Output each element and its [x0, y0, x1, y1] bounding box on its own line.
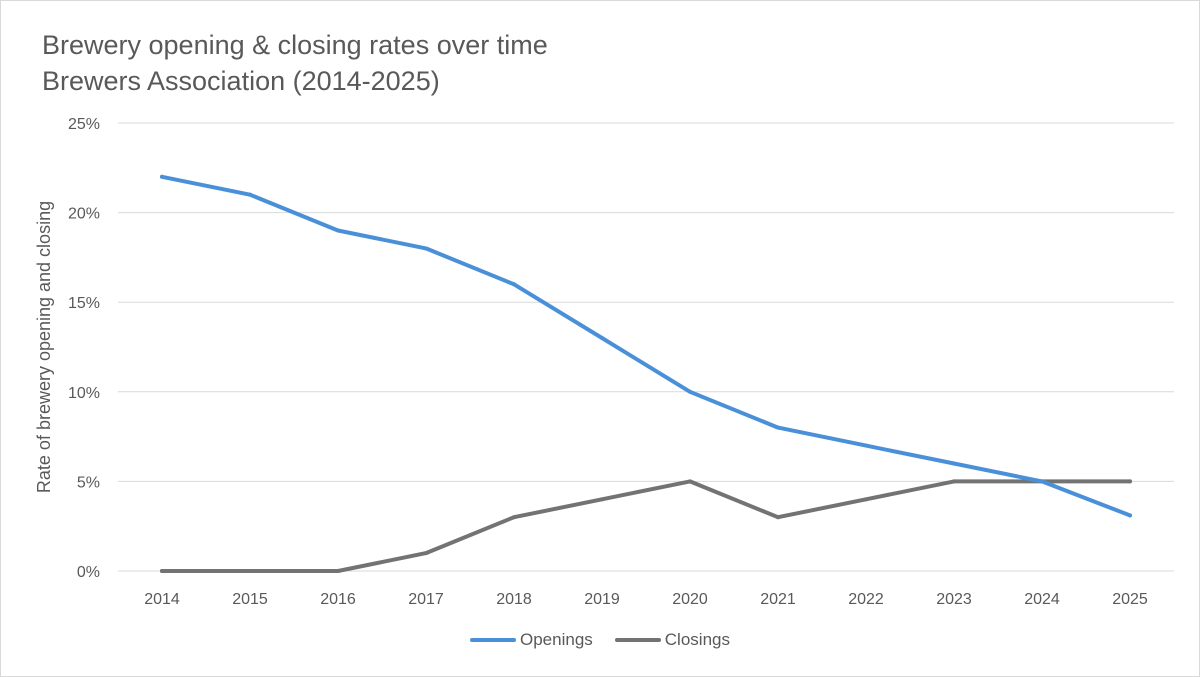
legend-label: Openings [520, 630, 593, 649]
y-tick-label: 5% [77, 474, 100, 491]
data-point-openings [864, 443, 868, 448]
legend-swatch [470, 638, 516, 642]
y-tick-label: 25% [68, 116, 100, 133]
series-line-openings [160, 174, 1132, 518]
legend-swatch [614, 638, 661, 642]
data-point-closings [952, 479, 956, 484]
x-tick-label: 2019 [584, 591, 620, 608]
data-point-openings [688, 389, 692, 394]
y-axis-title: Rate of brewery opening and closing [34, 201, 54, 493]
x-axis-ticks: 2014 2015 2016 2017 2018 2019 2020 2021 2022 2023… [144, 591, 1148, 608]
data-point-closings [336, 569, 340, 573]
x-tick-label: 2020 [672, 591, 708, 608]
data-point-openings [160, 174, 164, 179]
x-tick-label: 2018 [496, 591, 532, 608]
x-tick-label: 2016 [320, 591, 356, 608]
x-tick-label: 2023 [936, 591, 972, 608]
y-tick-label: 15% [68, 295, 100, 312]
chart-title-block: Brewery opening & closing rates over tim… [42, 27, 548, 99]
y-tick-label: 10% [68, 385, 100, 402]
legend-item-closings: Closings [614, 630, 730, 650]
series-line-closings [160, 479, 1132, 573]
data-point-openings [1128, 513, 1132, 518]
legend-label: Closings [664, 630, 730, 649]
x-tick-label: 2022 [848, 591, 884, 608]
data-point-openings [952, 461, 956, 466]
y-tick-label: 0% [77, 564, 100, 581]
data-point-closings [688, 479, 692, 484]
gridlines [118, 122, 1174, 572]
legend-item-openings: Openings [470, 630, 593, 650]
data-point-closings [424, 551, 428, 556]
data-point-openings [424, 246, 428, 251]
chart-title: Brewery opening & closing rates over tim… [42, 30, 548, 60]
y-tick-label: 20% [68, 206, 100, 223]
data-point-closings [600, 497, 604, 502]
data-point-closings [160, 569, 164, 573]
data-point-closings [512, 515, 516, 520]
data-point-closings [776, 515, 780, 520]
data-point-openings [776, 425, 780, 430]
x-tick-label: 2017 [408, 591, 444, 608]
series-lines [160, 174, 1132, 573]
data-point-closings [864, 497, 868, 502]
chart-subtitle: Brewers Association (2014-2025) [42, 66, 440, 96]
x-tick-label: 2021 [760, 591, 796, 608]
data-point-openings [1040, 479, 1044, 484]
data-point-openings [248, 192, 252, 197]
x-tick-label: 2024 [1024, 591, 1060, 608]
data-point-closings [248, 569, 252, 573]
x-tick-label: 2025 [1112, 591, 1148, 608]
data-point-closings [1128, 479, 1132, 484]
data-point-openings [336, 228, 340, 233]
legend: Openings Closings [0, 630, 1200, 650]
x-tick-label: 2014 [144, 591, 180, 608]
y-axis-ticks: 0% 5% 10% 15% 20% 25% [68, 116, 100, 581]
x-tick-label: 2015 [232, 591, 268, 608]
data-point-openings [512, 282, 516, 287]
data-point-openings [600, 336, 604, 341]
